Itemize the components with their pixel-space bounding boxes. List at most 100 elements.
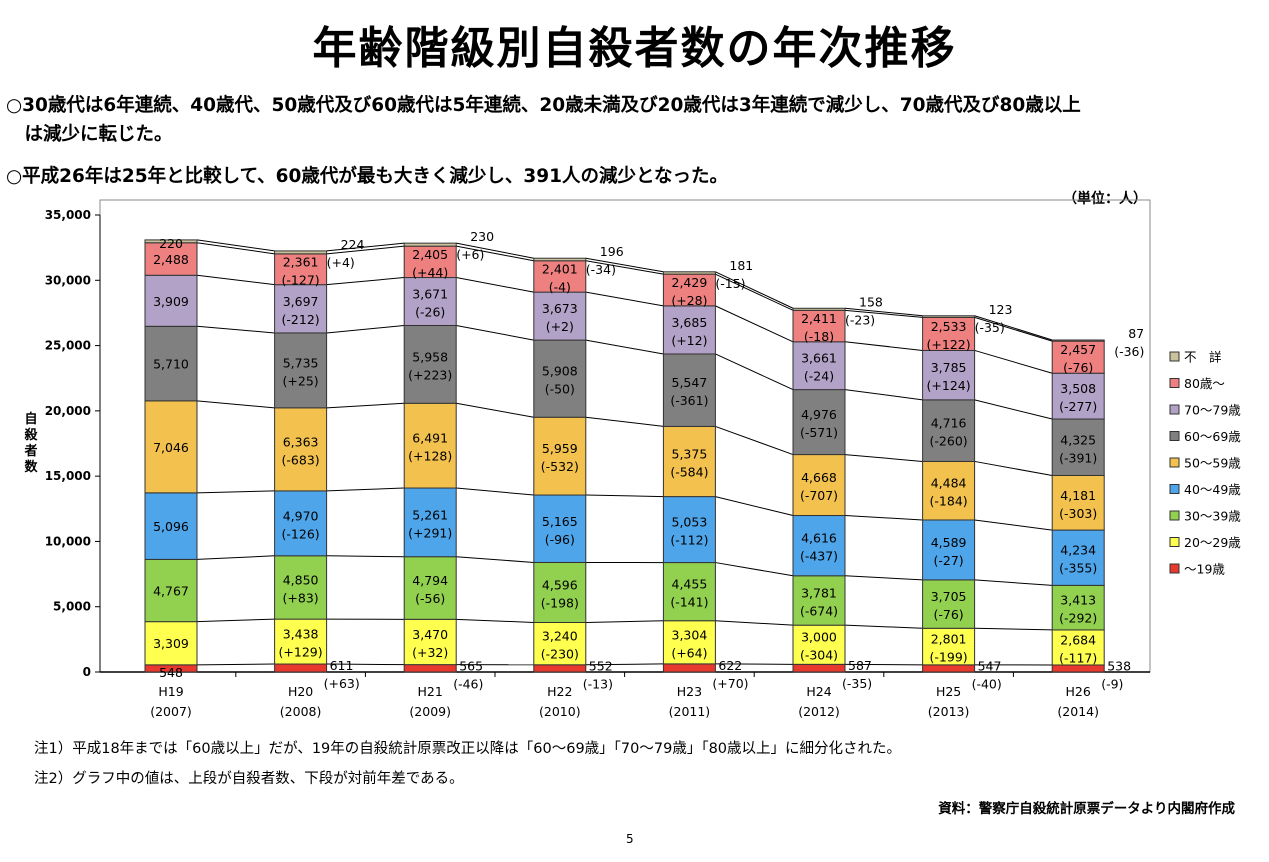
connector-line <box>585 339 664 355</box>
legend-swatch <box>1169 484 1180 494</box>
bar-segment <box>144 274 198 327</box>
x-tick-year: (2013) <box>928 704 970 719</box>
data-label: 87 <box>1128 326 1144 341</box>
legend-label: 40～49歳 <box>1184 482 1241 497</box>
x-tick-label: H21 <box>418 684 443 699</box>
x-tick-label: H26 <box>1066 684 1091 699</box>
data-label: 123 <box>989 302 1013 317</box>
connector-line <box>456 324 534 341</box>
data-label: 3,685 <box>672 315 708 330</box>
source-note: 資料：警察庁自殺統計原票データより内閣府作成 <box>938 801 1235 817</box>
data-label: 4,767 <box>153 584 189 599</box>
diff-label: (-361) <box>670 393 708 408</box>
x-tick-year: (2014) <box>1057 704 1099 719</box>
bar-segment <box>792 389 846 456</box>
connector-line <box>715 496 794 517</box>
data-label: 2,429 <box>672 275 708 290</box>
data-label: 5,261 <box>412 507 448 522</box>
x-tick-year: (2008) <box>280 704 322 719</box>
diff-label: (-34) <box>586 262 616 277</box>
connector-line <box>326 277 405 286</box>
bar-segment <box>403 556 457 620</box>
diff-label: (+128) <box>408 449 452 464</box>
data-label: 2,457 <box>1060 342 1096 357</box>
legend-swatch <box>1169 457 1180 468</box>
bar-segment <box>792 663 846 673</box>
diff-label: (-198) <box>541 595 579 610</box>
diff-label: (+44) <box>412 265 448 280</box>
diff-label: (+63) <box>324 676 360 691</box>
bar-segment <box>1051 339 1105 342</box>
bar-segment <box>403 324 457 404</box>
connector-line <box>326 245 405 255</box>
data-label: 4,976 <box>801 407 837 422</box>
connector-line <box>456 402 534 418</box>
diff-label: (-126) <box>282 526 320 541</box>
data-label: 3,309 <box>153 636 189 651</box>
diff-label: (-674) <box>800 603 838 618</box>
data-label: 3,705 <box>931 589 967 604</box>
connector-line <box>974 399 1053 420</box>
diff-label: (-24) <box>804 369 834 384</box>
connector-line <box>196 239 275 252</box>
data-label: 2,405 <box>412 247 448 262</box>
data-label: 181 <box>729 258 753 273</box>
connector-line <box>196 325 275 334</box>
data-label: 196 <box>600 244 624 259</box>
diff-label: (-230) <box>541 647 579 662</box>
diff-label: (-4) <box>549 279 571 294</box>
bar-segment <box>792 307 846 311</box>
connector-line <box>326 402 405 409</box>
bar-segment <box>533 257 587 262</box>
x-tick-label: H24 <box>806 684 831 699</box>
data-label: 3,000 <box>801 630 837 645</box>
connector-line <box>844 309 923 318</box>
legend-label: 50～59歳 <box>1184 456 1241 471</box>
connector-line <box>844 663 923 666</box>
diff-label: (-707) <box>800 488 838 503</box>
bar-segment <box>144 242 198 276</box>
connector-line <box>585 291 664 307</box>
data-label: 3,785 <box>931 360 967 375</box>
connector-line <box>974 316 1053 342</box>
data-label: 5,958 <box>412 349 448 364</box>
diff-label: (-112) <box>670 533 708 548</box>
y-tick-label: 5,000 <box>53 600 91 614</box>
bar-segment <box>792 575 846 626</box>
connector-line <box>456 242 534 259</box>
note-1: 注1）平成18年までは「60歳以上」だが、19年の自殺統計原票改正以降は「60～… <box>34 741 902 757</box>
connector-line <box>585 494 664 498</box>
connector-line <box>196 618 275 623</box>
data-label: 2,411 <box>801 311 837 326</box>
data-label: 548 <box>159 665 183 680</box>
diff-label: (-683) <box>282 452 320 467</box>
data-label: 158 <box>859 294 883 309</box>
bar-segment <box>403 245 457 279</box>
bar-segment <box>922 315 976 318</box>
data-label: 611 <box>330 658 354 673</box>
data-label: 3,671 <box>412 287 448 302</box>
diff-label: (-50) <box>545 382 575 397</box>
data-label: 3,413 <box>1060 593 1096 608</box>
data-label: 4,716 <box>931 416 967 431</box>
diff-label: (-277) <box>1059 399 1097 414</box>
data-label: 3,438 <box>283 627 319 642</box>
bar-segment <box>274 332 328 409</box>
legend-swatch <box>1169 404 1180 415</box>
bar-segment <box>1051 474 1105 531</box>
data-label: 3,661 <box>801 351 837 366</box>
data-label: 5,710 <box>153 357 189 372</box>
data-label: 3,240 <box>542 629 578 644</box>
connector-line <box>844 624 923 629</box>
bar-segment <box>533 260 587 293</box>
diff-label: (+12) <box>671 333 707 348</box>
diff-label: (-303) <box>1059 506 1097 521</box>
data-label: 4,668 <box>801 470 837 485</box>
y-tick-label: 15,000 <box>45 469 91 483</box>
data-label: 3,673 <box>542 301 578 316</box>
data-label: 2,488 <box>153 252 189 267</box>
data-label: 552 <box>589 658 613 673</box>
x-tick-year: (2012) <box>798 704 840 719</box>
data-label: 5,959 <box>542 441 578 456</box>
